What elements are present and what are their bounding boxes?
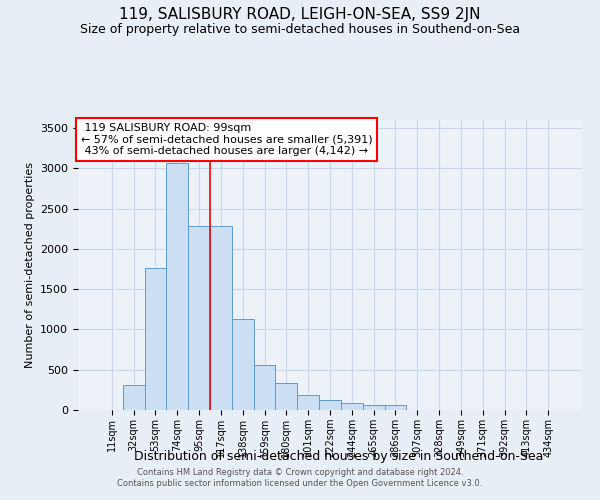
Bar [275, 384, 297, 410]
Bar [254, 365, 275, 410]
Text: Size of property relative to semi-detached houses in Southend-on-Sea: Size of property relative to semi-detach… [80, 22, 520, 36]
Text: Distribution of semi-detached houses by size in Southend-on-Sea: Distribution of semi-detached houses by … [134, 450, 544, 463]
Bar [166, 164, 188, 410]
Y-axis label: Number of semi-detached properties: Number of semi-detached properties [25, 162, 35, 368]
Bar [341, 403, 363, 410]
Bar [363, 405, 385, 410]
Text: 119 SALISBURY ROAD: 99sqm
← 57% of semi-detached houses are smaller (5,391)
 43%: 119 SALISBURY ROAD: 99sqm ← 57% of semi-… [80, 123, 372, 156]
Text: 119, SALISBURY ROAD, LEIGH-ON-SEA, SS9 2JN: 119, SALISBURY ROAD, LEIGH-ON-SEA, SS9 2… [119, 8, 481, 22]
Bar [297, 394, 319, 410]
Text: Contains HM Land Registry data © Crown copyright and database right 2024.
Contai: Contains HM Land Registry data © Crown c… [118, 468, 482, 487]
Bar [145, 268, 166, 410]
Bar [123, 385, 145, 410]
Bar [188, 226, 210, 410]
Bar [319, 400, 341, 410]
Bar [385, 405, 406, 410]
Bar [232, 319, 254, 410]
Bar [210, 226, 232, 410]
